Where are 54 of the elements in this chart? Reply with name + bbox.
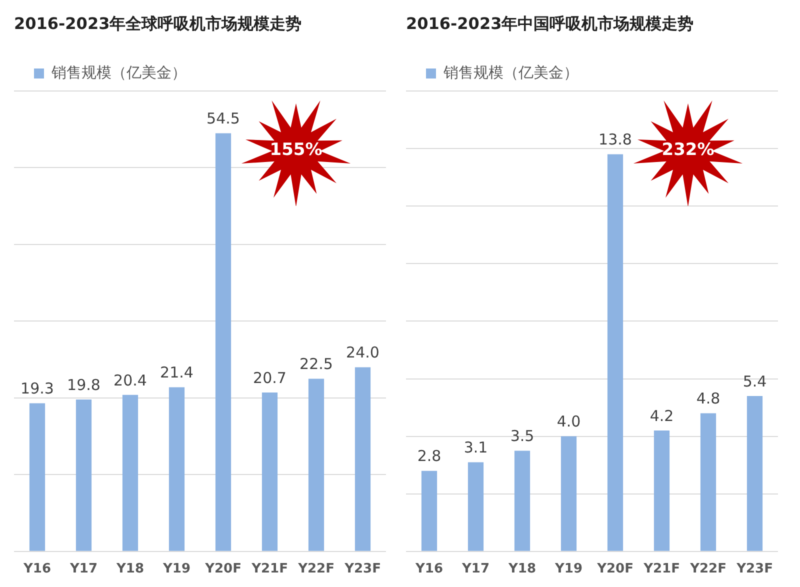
data-label: 19.8 [67,376,100,394]
data-label: 54.5 [206,110,240,128]
bar [514,450,530,551]
bar [262,392,278,551]
annotation: 155% [268,140,324,160]
x-tick-label: Y22F [297,562,334,577]
bar [746,396,763,551]
data-label: 5.4 [742,372,767,390]
data-label: 13.8 [598,130,632,149]
x-tick-label: Y19 [554,562,583,577]
x-tick-label: Y18 [115,562,144,577]
bar [654,430,670,551]
bar [421,470,438,551]
x-tick-label: Y22F [689,562,726,577]
bar [308,378,324,551]
data-label: 2.8 [417,447,442,466]
data-label: 21.4 [160,364,194,382]
annotation: 232% [662,140,714,160]
data-label: 20.4 [114,371,147,390]
bar [168,387,185,551]
bar [468,462,484,551]
data-label: 4.0 [556,412,581,431]
legend-label: 销售规模（亿美金） [442,63,578,82]
x-tick-label: Y20F [596,562,634,577]
bar [215,133,232,551]
data-label: 3.1 [464,438,488,457]
chart-title: 2016-2023年全球呼吸机市场规模走势 [13,13,303,35]
x-tick-label: Y21F [250,562,288,577]
x-tick-label: Y23F [736,562,773,577]
x-tick-label: Y17 [68,562,98,577]
bar [607,154,624,551]
x-tick-label: Y21F [642,562,680,577]
data-label: 19.3 [20,380,54,398]
bar [560,436,577,551]
legend-label: 销售规模（亿美金） [50,63,186,82]
x-tick-label: Y16 [414,562,444,577]
x-tick-label: Y23F [344,562,381,577]
data-label: 20.7 [253,368,286,387]
data-label: 4.2 [650,406,674,425]
x-tick-label: Y16 [22,562,52,577]
x-tick-label: Y18 [507,562,536,577]
bar [700,413,716,551]
bar [76,399,92,551]
x-tick-label: Y20F [204,562,242,577]
data-label: 4.8 [696,390,720,408]
x-tick-label: Y17 [460,562,490,577]
chart-title: 2016-2023年中国呼吸机市场规模走势 [405,13,695,35]
bar [122,394,138,551]
data-label: 22.5 [300,355,333,374]
data-label: 3.5 [510,427,534,446]
bar [29,403,46,551]
x-tick-label: Y19 [162,562,191,577]
bar [354,367,371,551]
data-label: 24.0 [346,344,380,362]
